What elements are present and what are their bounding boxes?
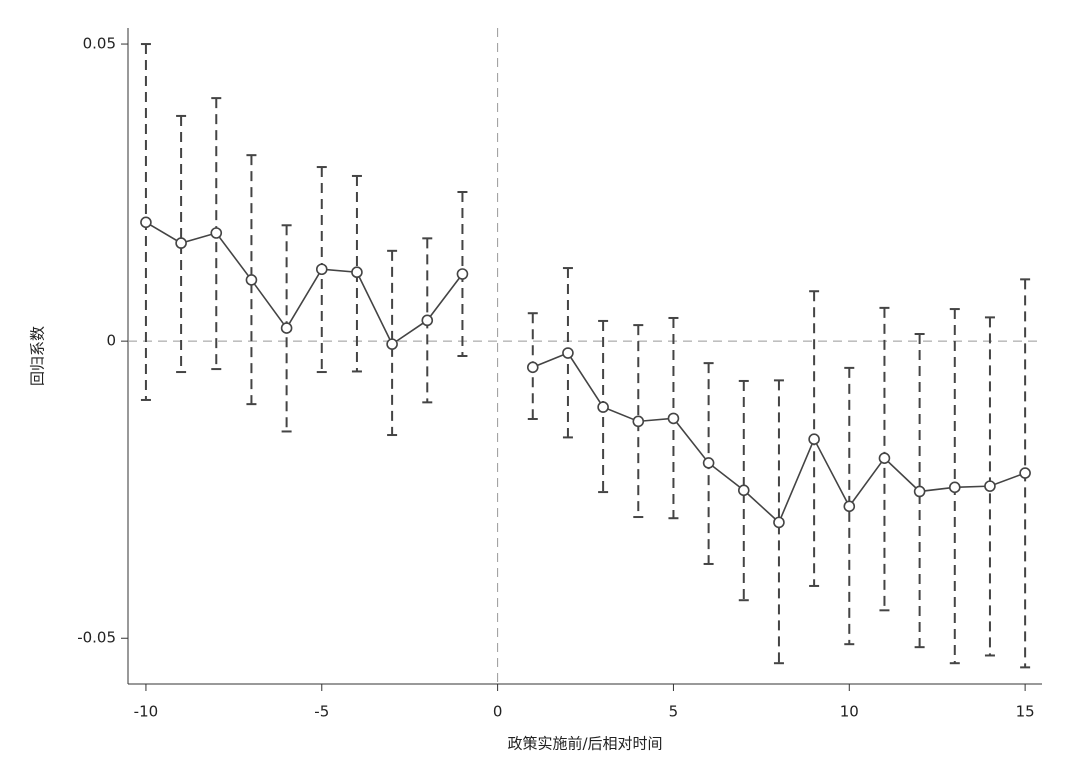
point <box>386 338 398 350</box>
point <box>421 314 434 327</box>
point <box>351 266 363 279</box>
point <box>456 268 469 280</box>
point <box>632 415 645 428</box>
point <box>210 227 223 239</box>
point <box>843 500 856 513</box>
x-tick-label: 0 <box>493 703 503 721</box>
point <box>175 237 187 249</box>
series-line <box>145 221 1026 524</box>
x-tick-label: 15 <box>1016 703 1035 721</box>
y-tick-label: 0 <box>106 332 116 350</box>
y-tick-label: 0.05 <box>83 35 116 53</box>
point <box>280 322 293 334</box>
x-axis-label: 政策实施前/后相对时间 <box>507 735 662 753</box>
point <box>526 361 539 374</box>
point <box>667 412 680 425</box>
x-tick-label: -10 <box>134 703 159 721</box>
y-tick-label: -0.05 <box>77 629 116 647</box>
x-tick-label: 10 <box>840 703 859 721</box>
point <box>984 480 996 492</box>
x-tick-label: 5 <box>669 703 679 721</box>
point <box>597 401 609 413</box>
point <box>140 216 152 229</box>
point <box>878 452 891 465</box>
point <box>562 347 574 359</box>
y-axis-label: 回归系数 <box>29 326 47 386</box>
x-tick-label: -5 <box>314 703 329 721</box>
point <box>702 457 715 469</box>
point <box>948 481 961 494</box>
point <box>737 484 750 497</box>
point <box>1019 467 1031 479</box>
point <box>315 263 328 276</box>
point <box>808 433 820 445</box>
point <box>773 516 785 529</box>
point <box>245 274 258 286</box>
point <box>913 485 926 498</box>
